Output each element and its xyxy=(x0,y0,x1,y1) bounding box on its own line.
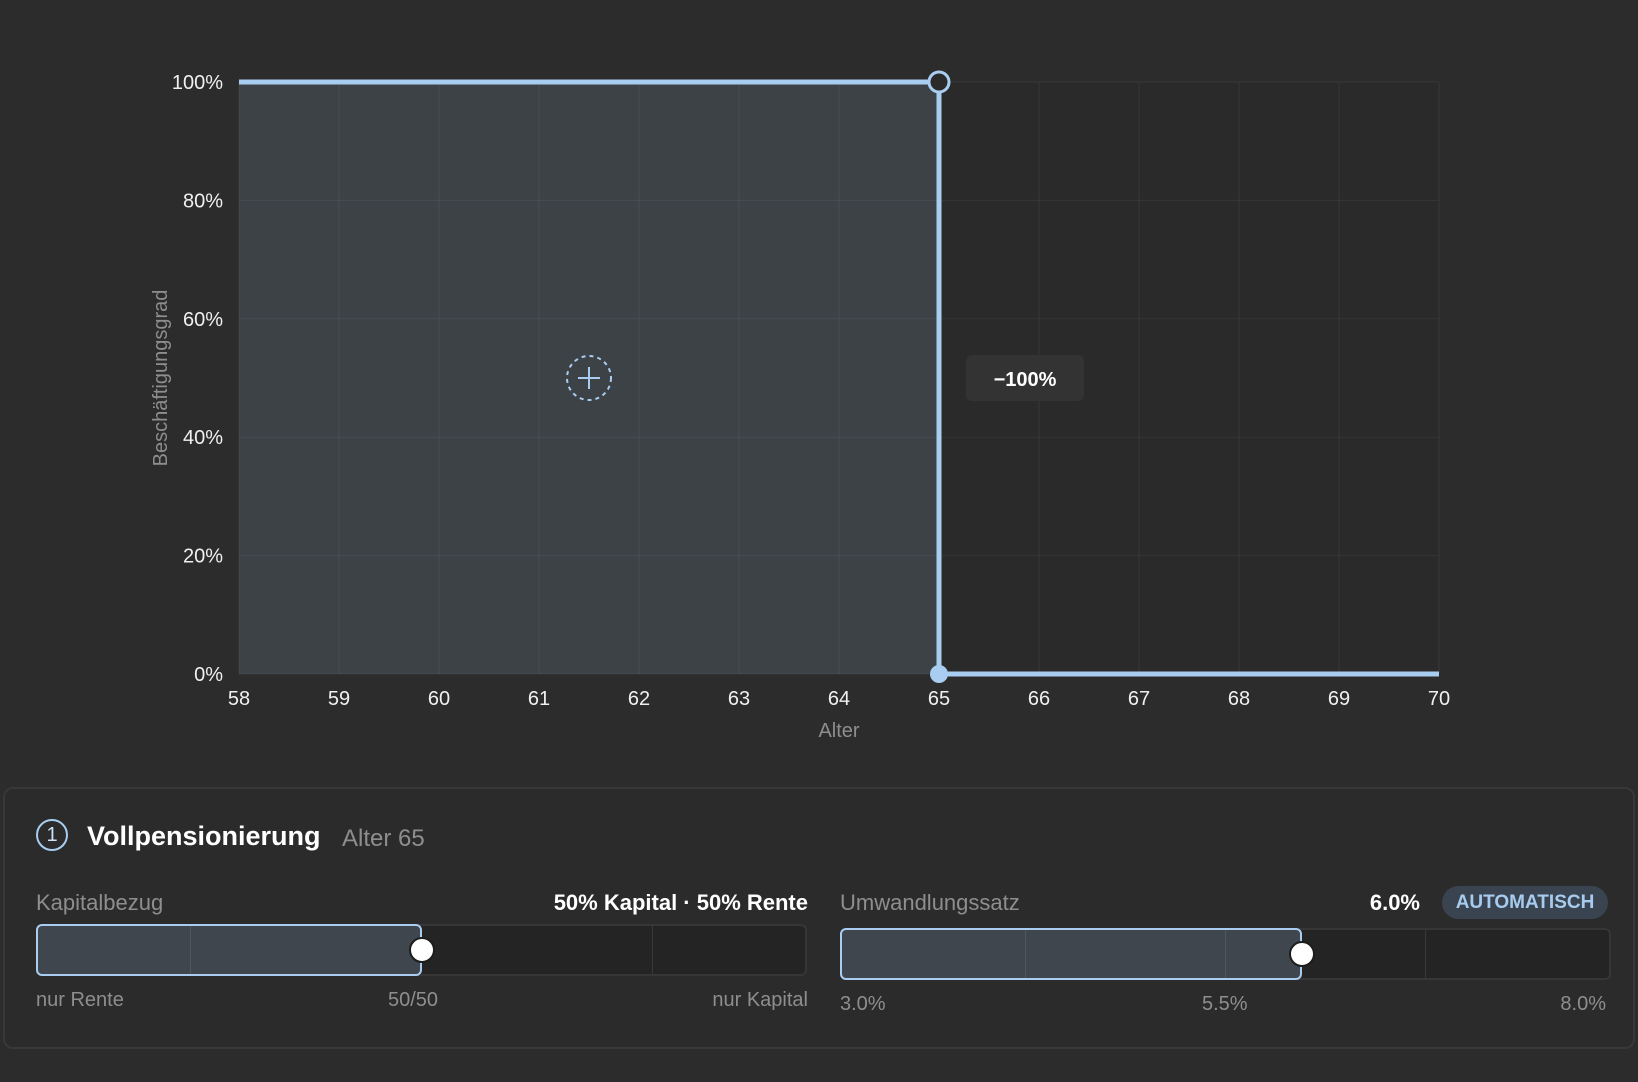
conversion-label: Umwandlungssatz xyxy=(840,890,1020,915)
x-tick-label: 59 xyxy=(328,688,350,710)
conversion-min-label: 3.0% xyxy=(840,993,886,1015)
capital-mid-label: 50/50 xyxy=(388,989,439,1011)
x-tick-label: 58 xyxy=(228,688,250,710)
step-delta-badge: −100% xyxy=(966,355,1084,401)
y-tick-label: 20% xyxy=(183,546,223,568)
step-bottom-handle[interactable] xyxy=(930,665,948,683)
event-subtitle: Alter 65 xyxy=(342,825,425,852)
capital-slider[interactable] xyxy=(36,924,807,976)
step-top-handle[interactable] xyxy=(927,70,951,94)
y-axis-title: Beschäftigungsgrad xyxy=(150,290,172,467)
step-delta-label: −100% xyxy=(994,369,1057,391)
capital-value: 50% Kapital · 50% Rente xyxy=(553,890,808,915)
y-tick-label: 0% xyxy=(194,664,223,686)
capital-max-label: nur Kapital xyxy=(712,989,808,1011)
x-tick-label: 63 xyxy=(728,688,750,710)
x-tick-label: 69 xyxy=(1328,688,1350,710)
y-tick-label: 80% xyxy=(183,190,223,212)
x-tick-label: 62 xyxy=(628,688,650,710)
x-tick-label: 64 xyxy=(828,688,850,710)
employment-chart[interactable]: 0% 20% 40% 60% 80% 100% 58 59 60 61 62 63 64 65 66 67 6… xyxy=(0,0,1638,760)
plus-circle-icon[interactable] xyxy=(566,355,612,401)
event-number-badge: 1 xyxy=(36,819,68,851)
event-title: Vollpensionierung xyxy=(87,821,321,851)
y-tick-label: 60% xyxy=(183,309,223,331)
employment-area xyxy=(239,82,1439,674)
y-tick-label: 100% xyxy=(172,72,223,94)
employment-line xyxy=(239,79,1439,677)
x-tick-label: 65 xyxy=(928,688,950,710)
automatic-badge[interactable]: AUTOMATISCH xyxy=(1442,886,1608,919)
x-tick-label: 67 xyxy=(1128,688,1150,710)
conversion-slider-knob[interactable] xyxy=(1289,941,1315,967)
x-axis-title: Alter xyxy=(818,720,859,742)
x-tick-label: 61 xyxy=(528,688,550,710)
x-tick-label: 60 xyxy=(428,688,450,710)
x-tick-label: 70 xyxy=(1428,688,1450,710)
x-tick-label: 66 xyxy=(1028,688,1050,710)
capital-slider-fill xyxy=(36,924,422,976)
x-tick-label: 68 xyxy=(1228,688,1250,710)
conversion-mid-label: 5.5% xyxy=(1202,993,1248,1015)
event-panel: 1 Vollpensionierung Alter 65 Kapitalbezu… xyxy=(3,787,1635,1049)
conversion-slider-fill xyxy=(840,928,1302,980)
capital-min-label: nur Rente xyxy=(36,989,124,1011)
conversion-max-label: 8.0% xyxy=(1560,993,1606,1015)
y-tick-label: 40% xyxy=(183,427,223,449)
capital-slider-knob[interactable] xyxy=(409,937,435,963)
conversion-slider[interactable] xyxy=(840,928,1611,980)
capital-label: Kapitalbezug xyxy=(36,890,164,915)
conversion-value: 6.0% xyxy=(1369,890,1420,915)
